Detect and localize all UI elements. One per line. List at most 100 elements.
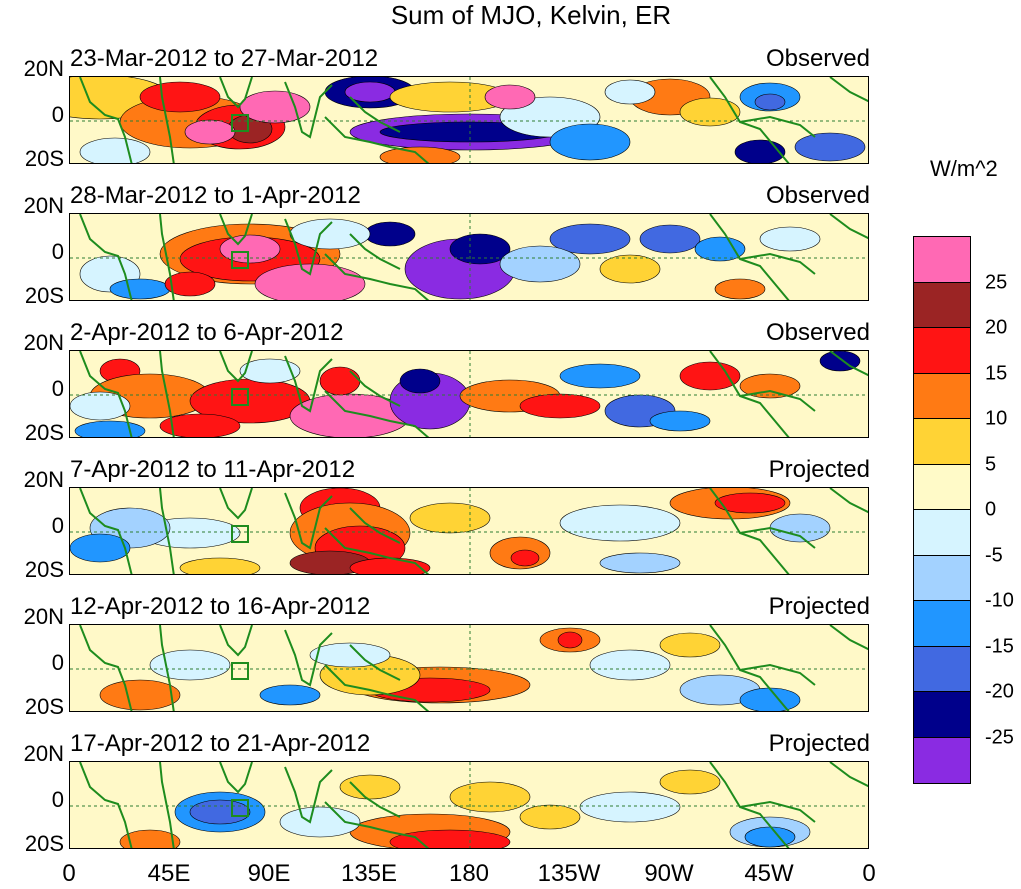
latitude-label: 20S	[24, 283, 64, 308]
anomaly-region	[519, 804, 581, 830]
coastline	[739, 800, 816, 823]
anomaly-contours	[70, 762, 868, 848]
colorbar-swatch	[914, 646, 970, 692]
panel-status: Observed	[765, 319, 870, 346]
colorbar-scale	[913, 236, 971, 784]
anomaly-region	[364, 221, 416, 247]
latitude-label: 0	[51, 513, 64, 538]
coastline	[159, 762, 175, 848]
colorbar-tick-label: -5	[985, 544, 1003, 566]
anomaly-region	[74, 420, 146, 437]
colorbar-swatch	[914, 555, 970, 601]
coastline	[829, 351, 868, 377]
longitude-label: 135E	[340, 860, 398, 887]
anomaly-region	[399, 368, 441, 394]
anomaly-region	[159, 413, 241, 437]
anomaly-region	[549, 223, 631, 255]
anomaly-map	[69, 624, 869, 712]
colorbar-swatch	[914, 601, 970, 647]
coastline	[829, 625, 868, 651]
coastline	[79, 77, 133, 163]
anomaly-region	[734, 139, 786, 163]
latitude-label: 20N	[23, 330, 64, 355]
colorbar-tick-label: 20	[985, 316, 1008, 339]
region-marker-box	[231, 388, 249, 406]
anomaly-region	[179, 557, 261, 574]
anomaly-region	[279, 806, 361, 838]
anomaly-region	[70, 391, 131, 421]
coastline	[159, 214, 175, 300]
colorbar-tick-label: 5	[985, 453, 997, 475]
latitude-label: 20S	[24, 694, 64, 719]
coastline	[739, 115, 816, 138]
anomaly-region	[679, 97, 741, 127]
map-panel: 17-Apr-2012 to 21-Apr-2012 Projected 20N 0 2…	[0, 729, 880, 866]
anomaly-region	[694, 236, 746, 262]
longitude-label: 90W	[644, 860, 694, 887]
anomaly-region	[649, 410, 711, 432]
coastline	[219, 762, 253, 794]
anomaly-map	[69, 487, 869, 575]
anomaly-region	[714, 278, 766, 300]
anomaly-region	[604, 79, 656, 105]
panel-status: Observed	[765, 45, 870, 72]
panel-status: Projected	[768, 730, 870, 757]
coastline	[349, 370, 401, 407]
coastline	[829, 762, 868, 788]
colorbar-tick-label: -15	[985, 635, 1014, 657]
anomaly-region	[139, 81, 221, 113]
map-panel: 28-Mar-2012 to 1-Apr-2012 Observed 20N 0 20S	[0, 181, 880, 318]
colorbar-tick-label: 25	[985, 271, 1008, 293]
anomaly-region	[794, 132, 866, 162]
map-panel: 2-Apr-2012 to 6-Apr-2012 Observed 20N 0 20S	[0, 318, 880, 455]
latitude-label: 0	[51, 102, 64, 127]
coastline	[349, 644, 401, 681]
latitude-label: 20N	[23, 741, 64, 766]
colorbar-tick-label: -25	[985, 726, 1014, 748]
anomaly-map	[69, 761, 869, 849]
coastline	[219, 214, 253, 246]
latitude-label: 20S	[24, 557, 64, 582]
map-panel: 12-Apr-2012 to 16-Apr-2012 Projected 20N 0 2…	[0, 592, 880, 729]
colorbar-swatch	[914, 373, 970, 419]
region-marker-box	[231, 525, 249, 543]
colorbar-swatch	[914, 419, 970, 465]
anomaly-map	[69, 350, 869, 438]
coastline	[79, 214, 133, 300]
coastline	[284, 629, 333, 687]
colorbar-units: W/m^2	[930, 156, 998, 181]
coastline	[709, 625, 790, 711]
latitude-label: 0	[51, 239, 64, 264]
latitude-label: 20S	[24, 831, 64, 856]
coastline	[829, 488, 868, 514]
anomaly-contours	[70, 625, 868, 711]
coastline	[159, 77, 175, 163]
anomaly-map	[69, 213, 869, 301]
anomaly-region	[119, 829, 181, 848]
anomaly-region	[510, 549, 540, 567]
coastline	[79, 351, 133, 437]
anomaly-region	[389, 829, 511, 848]
anomaly-region	[254, 263, 366, 300]
anomaly-contours	[70, 488, 868, 574]
anomaly-region	[769, 513, 831, 543]
anomaly-region	[339, 774, 401, 800]
anomaly-region	[449, 233, 511, 265]
latitude-label: 20N	[23, 467, 64, 492]
latitude-label: 20S	[24, 146, 64, 171]
anomaly-region	[739, 687, 801, 711]
coastline	[284, 218, 333, 276]
anomaly-region	[599, 552, 681, 574]
colorbar-swatch	[914, 692, 970, 738]
anomaly-region	[449, 781, 531, 813]
coastline	[79, 762, 133, 848]
colorbar-swatch	[914, 737, 970, 783]
coastline	[349, 781, 401, 818]
panel-status: Observed	[765, 182, 870, 209]
region-marker-box	[231, 799, 249, 817]
coastline	[324, 527, 430, 574]
panel-date-range: 2-Apr-2012 to 6-Apr-2012	[70, 319, 344, 346]
anomaly-map	[69, 76, 869, 164]
anomaly-region	[239, 358, 301, 384]
figure-title: Sum of MJO, Kelvin, ER	[390, 0, 672, 30]
